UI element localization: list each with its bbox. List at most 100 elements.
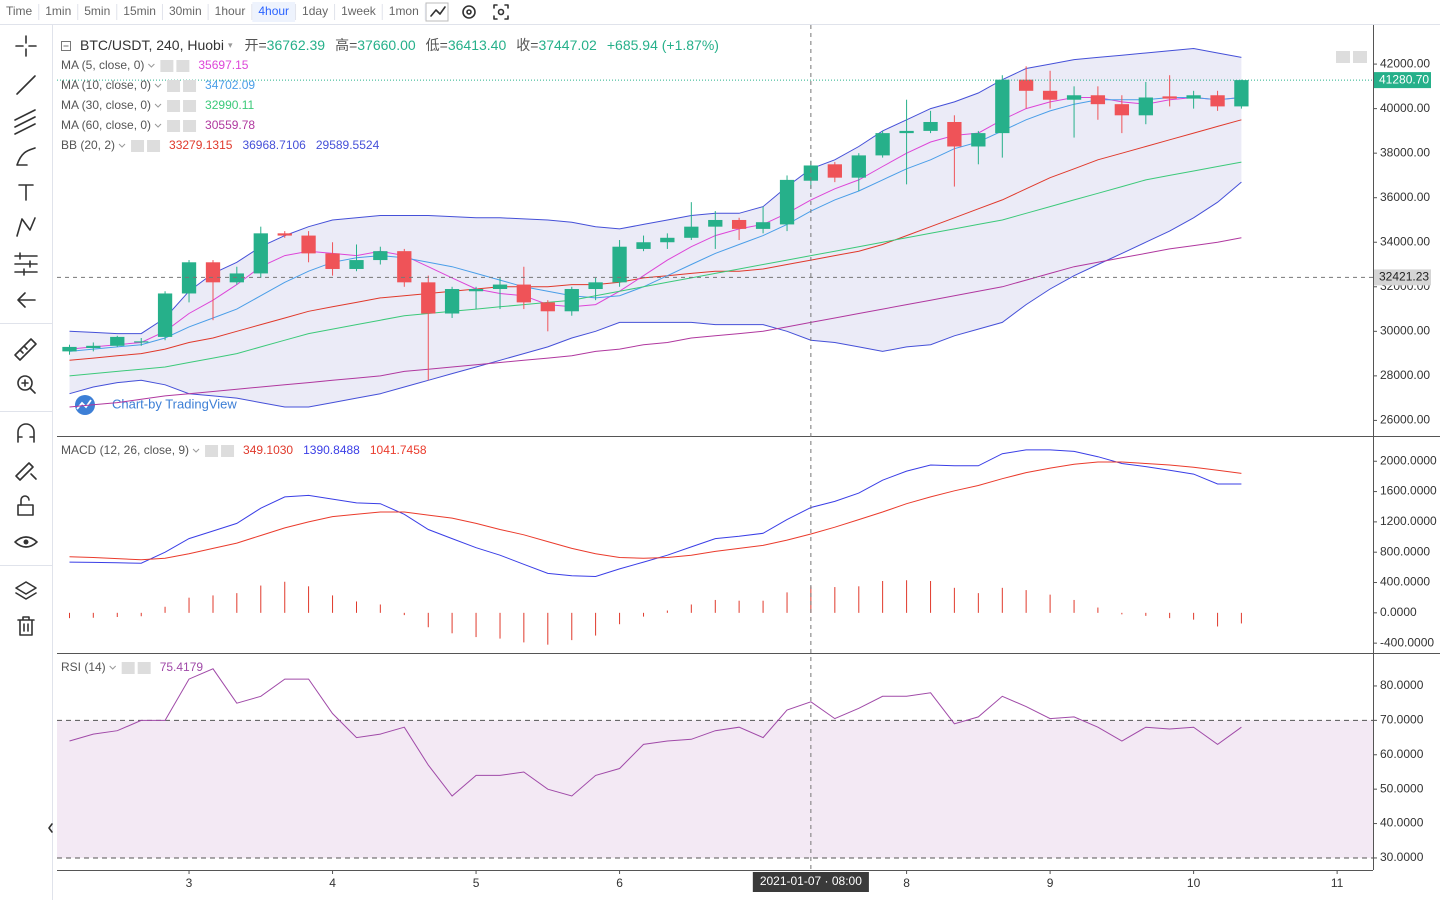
legend-name: BB (20, 2) [61, 138, 115, 152]
legend-settings[interactable] [167, 80, 181, 92]
legend-settings[interactable] [131, 140, 145, 152]
candle-body [875, 133, 890, 156]
legend-remove[interactable] [147, 140, 161, 152]
candle-body [301, 235, 316, 254]
visibility-tool[interactable] [14, 536, 38, 548]
symbol-dropdown[interactable]: ▾ [228, 40, 233, 50]
legend-remove[interactable] [183, 120, 197, 132]
lock-tool[interactable] [17, 504, 34, 516]
y-tick-label: 1600.0000 [1380, 484, 1437, 498]
interval-button[interactable]: 5min [84, 4, 110, 18]
legend-settings[interactable] [167, 100, 181, 112]
pattern-tool[interactable] [16, 217, 36, 237]
interval-button[interactable]: 1hour [215, 4, 246, 18]
fib-tool[interactable] [14, 109, 36, 135]
candle-body [851, 155, 866, 178]
candle-body [684, 226, 699, 238]
indicator-line [69, 668, 1242, 797]
watermark[interactable]: Chart-by TradingView [112, 396, 237, 411]
text-tool[interactable] [18, 184, 34, 201]
candle-body [444, 289, 460, 314]
legend-value: 33279.1315 [169, 138, 233, 152]
y-tick-label: 34000.00 [1380, 234, 1430, 248]
x-tick-label: 3 [186, 876, 193, 890]
interval-button[interactable]: 30min [169, 4, 202, 18]
interval-button[interactable]: 15min [123, 4, 156, 18]
legend-dropdown[interactable] [148, 63, 155, 68]
y-tick-label: 36000.00 [1380, 190, 1430, 204]
stay-drawing-tool[interactable] [15, 462, 37, 481]
candle-body [468, 289, 484, 292]
collapse-sidebar[interactable] [48, 823, 53, 833]
x-tick-label: 5 [473, 876, 480, 890]
legend-dropdown[interactable] [154, 103, 162, 108]
legend-dropdown[interactable] [192, 448, 200, 453]
interval-button[interactable]: 1day [302, 4, 328, 18]
legend-settings[interactable] [205, 445, 219, 457]
legend-dropdown[interactable] [118, 143, 126, 148]
legend-dropdown[interactable] [154, 123, 162, 128]
y-tick-label: 42000.00 [1380, 56, 1430, 70]
ruler-tool[interactable] [14, 338, 37, 361]
legend-remove[interactable] [137, 662, 151, 674]
candle-body [205, 262, 221, 283]
candle-body [899, 130, 914, 134]
legend-settings[interactable] [160, 60, 174, 72]
candle-body [971, 133, 986, 147]
visibility-icon [23, 539, 29, 545]
candle-body [827, 164, 842, 178]
interval-button[interactable]: 1mon [389, 4, 419, 18]
back-tool[interactable] [17, 292, 36, 308]
delete-tool[interactable] [17, 616, 35, 636]
candle-body [1114, 104, 1130, 116]
y-tick-label: 38000.00 [1380, 145, 1430, 159]
indicator-line [69, 161, 1242, 377]
candle-body [397, 251, 412, 283]
indicator-line [69, 119, 1242, 361]
trendline-tool[interactable] [16, 75, 36, 95]
legend-value: 32990.11 [205, 98, 254, 112]
symbol-legend: BTC/USDT, 240, Huobi ▾ 开=36762.39 高=37660.0… [80, 37, 719, 53]
crosshair-date-label: 2021-01-07 · 08:00 [760, 874, 862, 888]
legend-name: MA (10, close, 0) [61, 78, 151, 92]
legend-dropdown[interactable] [109, 665, 117, 670]
candle-body [349, 260, 364, 269]
candle-body [62, 346, 77, 352]
legend-settings[interactable] [167, 120, 181, 132]
zoom-tool[interactable] [17, 375, 33, 391]
candle-body [1138, 97, 1153, 116]
legend-value: 1390.8488 [303, 443, 360, 457]
brush-tool[interactable] [16, 147, 36, 166]
legend-remove[interactable] [176, 60, 190, 72]
indicator-line [69, 97, 1242, 352]
legend-remove[interactable] [183, 100, 197, 112]
interval-button[interactable]: 1week [341, 4, 377, 18]
scale-button[interactable] [1336, 51, 1350, 63]
candle-body [947, 121, 962, 147]
fullscreen-button[interactable] [493, 4, 509, 20]
object-tree-tool[interactable] [15, 581, 37, 600]
ohlc-value: 36762.39 [267, 37, 326, 53]
candle-body [803, 165, 819, 181]
interval-button[interactable]: Time [6, 4, 33, 18]
scale-button[interactable] [1353, 51, 1367, 63]
interval-button[interactable]: 4hour [258, 4, 289, 18]
price-change: +685.94 (+1.87%) [607, 37, 719, 53]
indicator-button[interactable] [425, 2, 449, 22]
magnet-tool[interactable] [17, 423, 35, 443]
legend-remove[interactable] [221, 445, 235, 457]
settings-button[interactable] [462, 5, 476, 19]
legend-toggle[interactable] [61, 41, 71, 51]
candle-body [1066, 95, 1082, 100]
candle-body [1162, 96, 1177, 99]
candle-body [421, 282, 436, 314]
legend-settings[interactable] [121, 662, 135, 674]
forecast-tool[interactable] [14, 252, 38, 276]
y-tick-label: 26000.00 [1380, 413, 1430, 427]
crosshair-tool[interactable] [15, 35, 37, 57]
interval-button[interactable]: 1min [45, 4, 71, 18]
legend-remove[interactable] [183, 80, 197, 92]
legend-value: 29589.5524 [316, 138, 380, 152]
legend-dropdown[interactable] [154, 83, 162, 88]
candle-body [1210, 95, 1225, 107]
